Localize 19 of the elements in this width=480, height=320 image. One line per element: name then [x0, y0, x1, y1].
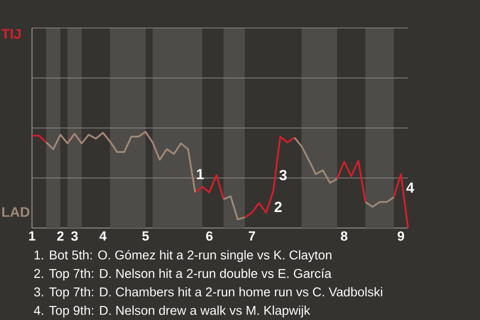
- x-tick-label: 9: [398, 231, 404, 241]
- x-tick-label: 7: [248, 231, 256, 240]
- annotation: 3: [279, 170, 287, 180]
- annotation: 2: [274, 202, 282, 212]
- annotation: 1: [196, 169, 204, 180]
- text: 2. Top 7th: D. Nelson hit a 2-run double vs E. García: [34, 268, 332, 281]
- text: 1. Bot 5th: O. Gómez hit a 2-run single vs K. Clayton: [34, 250, 332, 262]
- text: LAD: [2, 207, 30, 217]
- x-tick-label: 1: [29, 231, 36, 240]
- annotation: 4: [406, 182, 414, 193]
- x-tick-label: 5: [142, 231, 149, 241]
- x-tick-label: 6: [206, 231, 213, 241]
- text: 3. Top 7th: D. Chambers hit a 2-run home run vs C. Vadbolski: [34, 287, 382, 299]
- x-tick-label: 3: [71, 231, 78, 241]
- text: TIJ: [2, 29, 21, 39]
- x-tick-label: 2: [57, 231, 64, 241]
- x-tick-label: 4: [99, 231, 107, 240]
- x-tick-label: 8: [340, 231, 348, 241]
- text: 4. Top 9th: D. Nelson drew a walk vs M. Klapwijk: [34, 306, 310, 318]
